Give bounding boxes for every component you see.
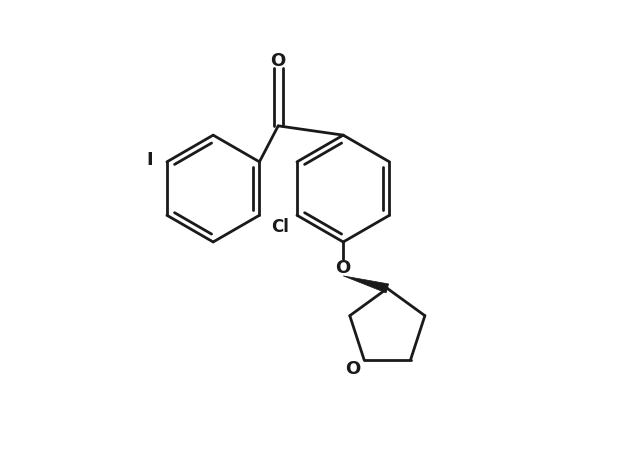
Text: I: I [147,150,153,169]
Text: O: O [271,52,286,70]
Polygon shape [343,276,388,293]
Text: Cl: Cl [271,218,289,236]
Text: O: O [345,360,360,378]
Text: O: O [335,258,351,276]
